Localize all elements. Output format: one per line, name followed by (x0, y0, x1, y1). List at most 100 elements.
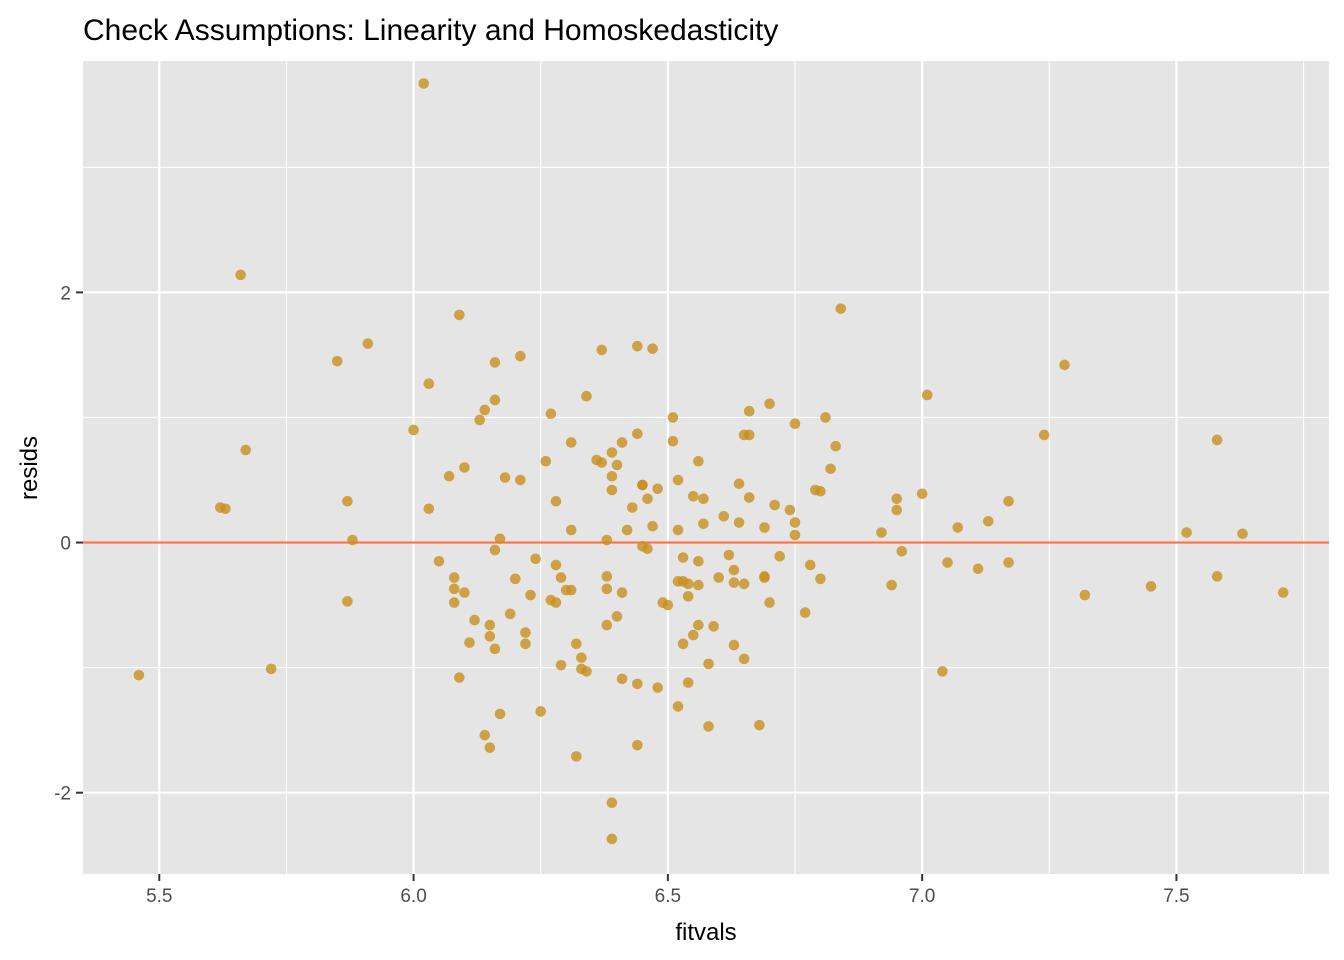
data-point (362, 338, 374, 349)
y-axis-title: resids (16, 436, 43, 500)
data-point (733, 517, 745, 528)
x-axis-title: fitvals (675, 919, 736, 946)
data-point (759, 572, 770, 583)
data-point (1211, 571, 1223, 582)
data-point (464, 637, 475, 648)
data-point (672, 524, 684, 536)
data-point (830, 440, 841, 452)
data-point (596, 344, 608, 356)
data-point (601, 583, 613, 595)
data-point (652, 682, 663, 693)
data-point (916, 488, 928, 500)
data-point (1059, 359, 1070, 371)
data-point (489, 394, 501, 406)
data-point (550, 597, 562, 608)
data-point (347, 534, 358, 546)
data-point (606, 470, 618, 482)
data-point (1211, 434, 1223, 446)
data-point (952, 522, 964, 533)
data-point (937, 666, 948, 677)
data-point (616, 437, 628, 448)
data-point (738, 653, 750, 665)
data-point (565, 584, 577, 596)
y-tick-label: 0 (60, 534, 71, 555)
data-point (479, 729, 491, 741)
data-point (423, 378, 435, 389)
data-point (672, 474, 684, 486)
data-point (408, 424, 419, 436)
data-point (530, 553, 541, 565)
data-point (550, 559, 562, 571)
data-point (1038, 429, 1050, 441)
data-point (555, 572, 567, 583)
data-point (693, 619, 704, 631)
data-point (133, 669, 145, 681)
data-point (616, 587, 628, 598)
data-point (509, 573, 521, 585)
data-point (499, 472, 511, 483)
data-point (601, 571, 613, 582)
data-point (484, 619, 496, 631)
data-points (133, 78, 1289, 845)
data-point (774, 551, 786, 562)
data-point (454, 672, 465, 683)
data-point (565, 524, 577, 536)
data-point (682, 591, 694, 602)
data-point (220, 503, 231, 515)
data-point (489, 357, 501, 368)
data-point (825, 463, 836, 475)
data-point (611, 611, 623, 622)
data-point (515, 350, 526, 362)
y-tick-label: -2 (54, 784, 71, 805)
data-point (759, 522, 770, 533)
data-point (708, 621, 719, 632)
data-point (632, 678, 643, 690)
data-point (647, 520, 658, 532)
data-point (448, 572, 460, 583)
chart-title: Check Assumptions: Linearity and Homoske… (83, 14, 778, 47)
data-point (682, 677, 694, 688)
data-point (713, 572, 725, 583)
data-point (535, 706, 547, 717)
data-point (504, 608, 516, 620)
data-point (479, 404, 491, 416)
data-point (698, 518, 709, 530)
data-point (581, 390, 592, 402)
data-point (489, 544, 501, 556)
data-point (754, 719, 765, 731)
data-point (606, 484, 618, 496)
data-point (764, 597, 775, 608)
data-point (677, 552, 689, 563)
data-point (942, 557, 953, 568)
data-point (835, 303, 847, 314)
data-point (647, 343, 658, 354)
data-point (1181, 527, 1192, 538)
data-point (448, 597, 460, 608)
data-point (743, 492, 755, 503)
data-point (743, 405, 755, 417)
data-point (494, 708, 506, 720)
data-point (733, 478, 745, 490)
data-point (621, 524, 633, 536)
data-point (1237, 528, 1248, 540)
data-point (876, 527, 887, 538)
data-point (820, 412, 831, 423)
data-point (982, 515, 994, 527)
data-point (896, 546, 908, 557)
data-point (418, 78, 430, 89)
data-point (652, 483, 663, 495)
data-point (718, 510, 730, 522)
data-point (606, 447, 618, 458)
data-point (743, 429, 755, 441)
data-point (459, 587, 470, 598)
data-point (799, 607, 811, 618)
data-point (616, 673, 628, 685)
data-point (769, 499, 780, 511)
data-point (815, 485, 826, 497)
data-point (632, 739, 643, 751)
data-point (606, 833, 618, 845)
data-point (632, 340, 643, 352)
data-point (682, 578, 694, 590)
data-point (728, 639, 740, 651)
data-point (596, 457, 608, 468)
